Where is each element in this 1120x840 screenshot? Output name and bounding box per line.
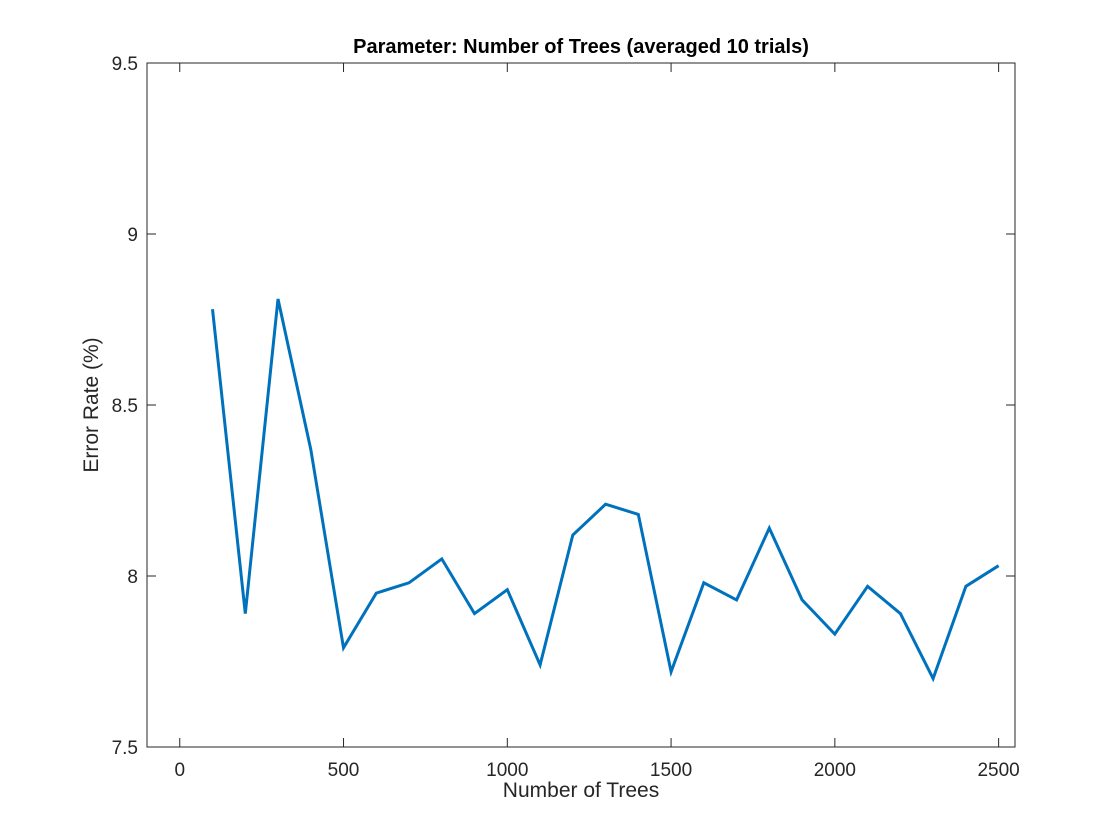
plot-area [146,62,1016,748]
x-tick-label: 500 [328,760,360,781]
x-tick-label: 1000 [486,760,528,781]
x-tick-label: 2500 [977,760,1019,781]
y-tick-label: 9.5 [112,54,138,75]
series-line [211,298,1000,683]
x-tick-label: 0 [174,760,185,781]
x-tick-label: 1500 [650,760,692,781]
y-tick-label: 8 [127,567,138,588]
y-tick-label: 8.5 [112,396,138,417]
y-tick-label: 9 [127,225,138,246]
x-axis: 0 500 1000 1500 2000 2500 [174,63,1020,781]
x-axis-label: Number of Trees [503,779,659,802]
y-axis: 7.5 8 8.5 9 9.5 [112,54,1015,759]
chart-title: Parameter: Number of Trees (averaged 10 … [353,36,809,58]
y-tick-label: 7.5 [112,738,138,759]
y-axis-label: Error Rate (%) [80,337,103,472]
series-layer [211,298,1000,683]
x-tick-label: 2000 [814,760,856,781]
